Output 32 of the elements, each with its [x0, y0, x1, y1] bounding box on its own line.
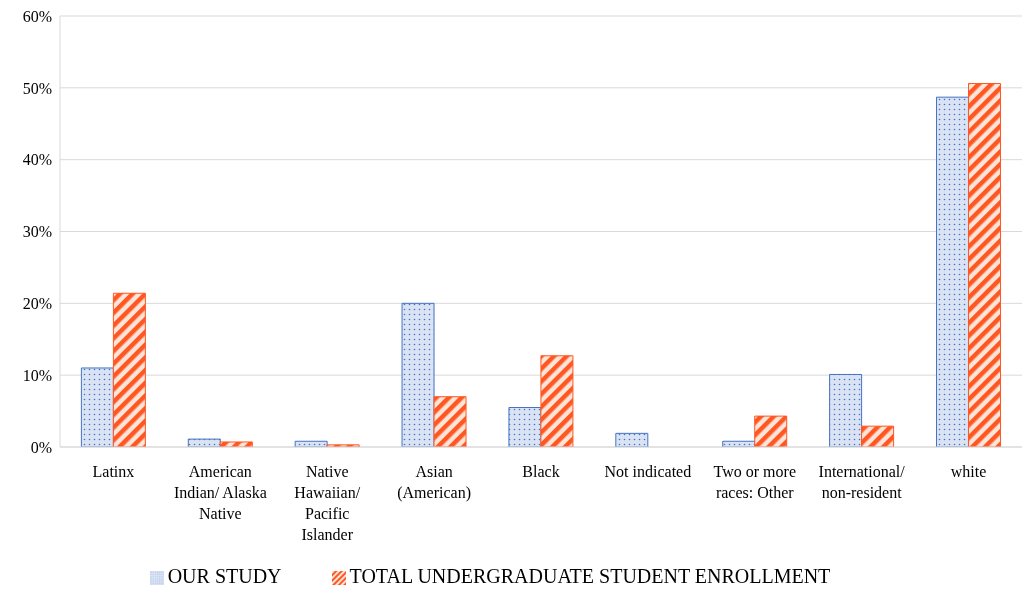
bar [754, 415, 788, 447]
y-tick-label: 50% [22, 79, 52, 97]
bar [615, 432, 649, 447]
bar [401, 302, 435, 447]
bar [967, 83, 1001, 447]
bar [80, 367, 114, 447]
x-tick-label: Black [522, 463, 560, 480]
bar [829, 373, 863, 447]
x-tick-label: American Indian/ Alaska Native [173, 463, 267, 522]
x-tick-label: Not indicated [604, 463, 692, 480]
bar [433, 396, 467, 447]
y-tick-label: 30% [22, 223, 52, 241]
bar [219, 441, 253, 447]
y-tick-label: 20% [22, 295, 52, 313]
x-tick-label: white [950, 463, 987, 480]
legend-label: TOTAL UNDERGRADUATE STUDENT ENROLLMENT [349, 565, 831, 587]
y-tick-label: 0% [30, 438, 52, 456]
x-tick-label: Latinx [92, 463, 135, 480]
legend-label: OUR STUDY [167, 565, 282, 587]
x-tick-label: Two or more races: Other [713, 463, 796, 501]
x-tick-label: Native Hawaiian/ Pacific Islander [294, 463, 361, 543]
bar [187, 438, 221, 447]
y-tick-label: 10% [22, 366, 52, 384]
bar [861, 425, 895, 447]
x-tick-label: Asian (American) [397, 463, 471, 502]
bar [540, 355, 574, 447]
bar [935, 96, 969, 447]
y-tick-label: 40% [22, 151, 52, 169]
y-tick-label: 60% [22, 7, 52, 25]
bar [112, 292, 146, 447]
x-tick-label: International/ non-resident [818, 463, 906, 501]
bar [508, 406, 542, 447]
